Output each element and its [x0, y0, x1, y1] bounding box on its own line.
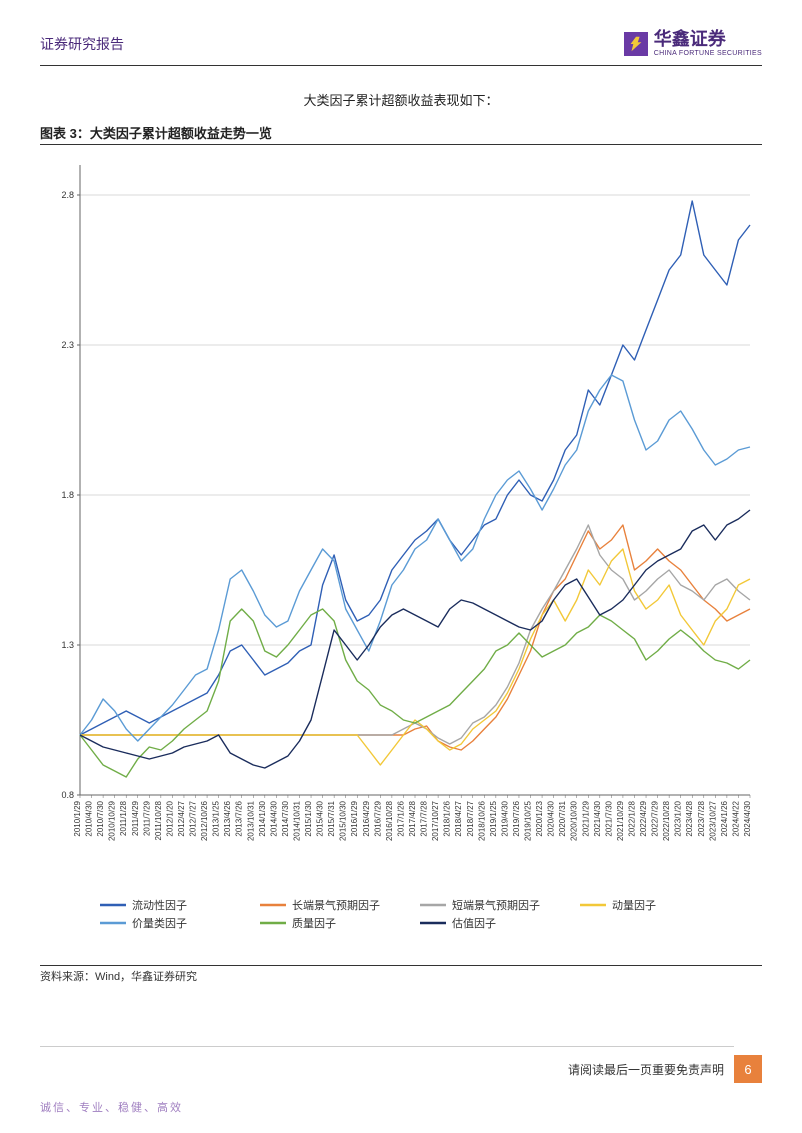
svg-text:2013/10/31: 2013/10/31 — [246, 801, 255, 842]
svg-text:2016/7/29: 2016/7/29 — [373, 801, 382, 837]
footer-bar: 请阅读最后一页重要免责声明 6 — [40, 1055, 802, 1083]
svg-text:2014/10/31: 2014/10/31 — [292, 801, 301, 842]
svg-text:2015/4/30: 2015/4/30 — [316, 801, 325, 837]
svg-text:2012/10/26: 2012/10/26 — [200, 801, 209, 842]
svg-text:2022/7/29: 2022/7/29 — [651, 801, 660, 837]
chart-source: 资料来源：Wind，华鑫证券研究 — [40, 965, 762, 984]
svg-text:2010/7/30: 2010/7/30 — [96, 801, 105, 837]
svg-text:2017/7/28: 2017/7/28 — [420, 801, 429, 837]
svg-text:2.8: 2.8 — [61, 190, 74, 200]
svg-text:2019/10/25: 2019/10/25 — [524, 801, 533, 842]
svg-text:2018/7/27: 2018/7/27 — [466, 801, 475, 837]
svg-text:2014/1/30: 2014/1/30 — [258, 801, 267, 837]
svg-text:2010/4/30: 2010/4/30 — [85, 801, 94, 837]
svg-text:长端景气预期因子: 长端景气预期因子 — [292, 898, 380, 912]
svg-text:2015/7/31: 2015/7/31 — [327, 801, 336, 837]
svg-text:2020/10/30: 2020/10/30 — [570, 801, 579, 842]
svg-text:2010/10/29: 2010/10/29 — [108, 801, 117, 842]
svg-text:2017/4/28: 2017/4/28 — [408, 801, 417, 837]
svg-text:2024/4/30: 2024/4/30 — [743, 801, 752, 837]
chart-title: 图表 3：大类因子累计超额收益走势一览 — [40, 123, 762, 145]
svg-text:短端景气预期因子: 短端景气预期因子 — [452, 898, 540, 912]
svg-text:2013/4/26: 2013/4/26 — [223, 801, 232, 837]
svg-text:动量因子: 动量因子 — [612, 899, 656, 912]
svg-text:估值因子: 估值因子 — [452, 917, 496, 930]
svg-text:2017/10/27: 2017/10/27 — [431, 801, 440, 842]
svg-text:2016/1/29: 2016/1/29 — [350, 801, 359, 837]
svg-text:2019/4/30: 2019/4/30 — [500, 801, 509, 837]
svg-text:2013/7/26: 2013/7/26 — [235, 801, 244, 837]
svg-text:2019/1/25: 2019/1/25 — [489, 801, 498, 837]
svg-text:2011/4/29: 2011/4/29 — [131, 801, 140, 837]
svg-text:1.8: 1.8 — [61, 490, 74, 500]
svg-text:2021/10/29: 2021/10/29 — [616, 801, 625, 842]
svg-text:2013/1/25: 2013/1/25 — [212, 801, 221, 837]
svg-text:2020/4/30: 2020/4/30 — [547, 801, 556, 837]
svg-text:2012/1/20: 2012/1/20 — [165, 801, 174, 837]
svg-text:2022/1/28: 2022/1/28 — [627, 801, 636, 837]
svg-text:2011/7/29: 2011/7/29 — [142, 801, 151, 837]
footer-motto: 诚信、专业、稳健、高效 — [40, 1099, 183, 1115]
svg-text:2010/1/29: 2010/1/29 — [73, 801, 82, 837]
svg-text:2011/1/28: 2011/1/28 — [119, 801, 128, 837]
report-type-label: 证券研究报告 — [40, 34, 124, 54]
svg-text:0.8: 0.8 — [61, 790, 74, 800]
svg-text:2020/7/31: 2020/7/31 — [558, 801, 567, 837]
svg-text:2014/7/30: 2014/7/30 — [281, 801, 290, 837]
svg-text:2020/1/23: 2020/1/23 — [535, 801, 544, 837]
svg-text:2021/4/30: 2021/4/30 — [593, 801, 602, 837]
svg-text:价量类因子: 价量类因子 — [132, 916, 187, 930]
svg-text:2021/1/29: 2021/1/29 — [581, 801, 590, 837]
page-header: 证券研究报告 华鑫证券 CHINA FORTUNE SECURITIES — [40, 30, 762, 66]
svg-text:2024/4/22: 2024/4/22 — [731, 801, 740, 837]
svg-text:2014/4/30: 2014/4/30 — [269, 801, 278, 837]
svg-text:2012/7/27: 2012/7/27 — [189, 801, 198, 837]
brand-logo: 华鑫证券 CHINA FORTUNE SECURITIES — [624, 30, 762, 57]
svg-text:2011/10/28: 2011/10/28 — [154, 801, 163, 841]
svg-text:1.3: 1.3 — [61, 640, 74, 650]
svg-text:流动性因子: 流动性因子 — [132, 898, 187, 912]
svg-text:2.3: 2.3 — [61, 340, 74, 350]
intro-text: 大类因子累计超额收益表现如下： — [40, 90, 762, 109]
svg-text:2021/7/30: 2021/7/30 — [604, 801, 613, 837]
page-number: 6 — [734, 1055, 762, 1083]
svg-text:质量因子: 质量因子 — [292, 917, 336, 930]
svg-text:2018/1/26: 2018/1/26 — [443, 801, 452, 837]
chart-svg: 0.8 1.3 1.8 2.3 2.8 2010/1/292010/4/302010/7/… — [40, 145, 760, 965]
svg-text:2023/7/28: 2023/7/28 — [697, 801, 706, 837]
svg-text:2018/10/26: 2018/10/26 — [477, 801, 486, 842]
svg-text:2023/4/28: 2023/4/28 — [685, 801, 694, 837]
brand-name-en: CHINA FORTUNE SECURITIES — [654, 50, 762, 58]
svg-text:2019/7/26: 2019/7/26 — [512, 801, 521, 837]
disclaimer-text: 请阅读最后一页重要免责声明 — [568, 1061, 724, 1078]
svg-text:2024/1/26: 2024/1/26 — [720, 801, 729, 837]
svg-text:2012/4/27: 2012/4/27 — [177, 801, 186, 837]
brand-name-cn: 华鑫证券 — [654, 30, 762, 50]
svg-text:2023/1/20: 2023/1/20 — [674, 801, 683, 837]
svg-text:2015/10/30: 2015/10/30 — [339, 801, 348, 842]
svg-text:2016/10/28: 2016/10/28 — [385, 801, 394, 842]
factor-returns-chart: 0.8 1.3 1.8 2.3 2.8 2010/1/292010/4/302010/7/… — [40, 145, 760, 965]
svg-text:2022/10/28: 2022/10/28 — [662, 801, 671, 842]
brand-logo-icon — [624, 32, 648, 56]
svg-text:2016/4/29: 2016/4/29 — [362, 801, 371, 837]
svg-text:2018/4/27: 2018/4/27 — [454, 801, 463, 837]
svg-text:2022/4/29: 2022/4/29 — [639, 801, 648, 837]
svg-text:2017/1/26: 2017/1/26 — [396, 801, 405, 837]
svg-text:2015/1/30: 2015/1/30 — [304, 801, 313, 837]
svg-text:2023/10/27: 2023/10/27 — [708, 801, 717, 842]
